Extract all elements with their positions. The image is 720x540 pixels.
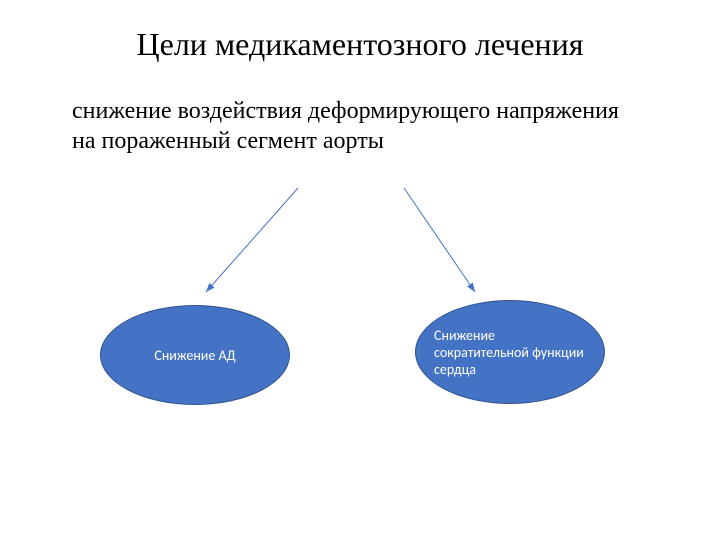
arrow-right (404, 188, 475, 292)
slide-title: Цели медикаментозного лечения (0, 26, 720, 63)
connector-arrows (0, 0, 720, 540)
node-left-label: Снижение АД (136, 347, 253, 364)
slide-subtitle: снижение воздействия деформирующего напр… (72, 96, 632, 156)
node-right-label: Снижение сократительной функции сердца (416, 327, 604, 378)
node-right: Снижение сократительной функции сердца (415, 300, 605, 404)
node-left: Снижение АД (100, 305, 290, 405)
arrow-left (206, 188, 298, 292)
slide-stage: Цели медикаментозного лечения снижение в… (0, 0, 720, 540)
